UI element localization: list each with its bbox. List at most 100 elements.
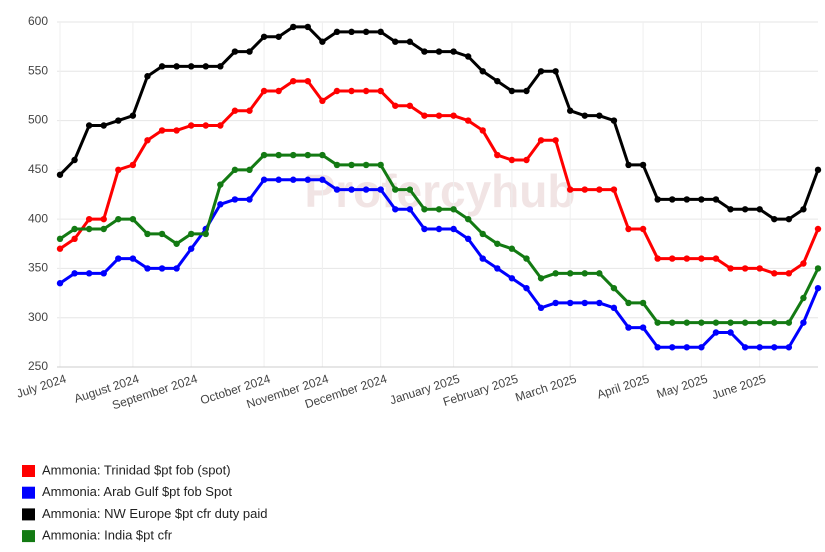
point [202,122,209,129]
point [275,151,282,159]
point [304,151,312,159]
point [406,186,414,193]
point [552,137,559,144]
point [581,270,588,277]
x-tick-label: May 2025 [655,371,710,401]
point [100,270,107,277]
point [435,206,443,213]
point [71,156,78,164]
point [333,186,341,193]
y-tick-label: 400 [28,211,48,225]
point [115,255,122,262]
point [508,87,516,95]
y-tick-label: 450 [28,162,48,176]
point [552,299,559,307]
point [217,63,224,70]
point [435,48,443,55]
point [246,166,253,174]
point [290,151,297,159]
point [741,319,749,326]
point [610,304,618,312]
point [158,265,166,272]
point [290,176,297,183]
point [537,68,545,75]
point [741,344,749,351]
point [523,284,530,292]
point [333,87,341,95]
point [450,48,457,55]
point [362,87,370,95]
point [144,73,151,80]
point [756,265,763,272]
point [377,161,384,169]
point [669,344,676,351]
point [654,196,661,203]
x-tick-label: March 2025 [514,371,579,404]
point [625,225,632,233]
point [450,225,457,233]
legend-label: Ammonia: Arab Gulf $pt fob Spot [42,484,232,499]
point [56,280,64,287]
point [71,225,78,233]
point [785,344,793,351]
point [785,319,793,326]
legend-label: Ammonia: Trinidad $pt fob (spot) [42,462,231,477]
point [129,215,137,223]
point [814,225,822,233]
point [217,201,224,208]
point [333,28,341,36]
point [508,156,516,164]
point [275,87,282,95]
legend: Ammonia: Trinidad $pt fob (spot) Ammonia:… [22,462,267,543]
point [464,53,472,60]
point [683,196,691,203]
point [479,127,486,134]
point [625,299,632,307]
point [814,284,822,292]
point [727,329,734,336]
point [494,151,501,159]
point [392,38,399,45]
point [71,235,78,243]
point [596,270,603,277]
point [406,206,414,213]
point [129,112,137,119]
point [727,206,734,213]
point [158,127,166,134]
point [187,63,195,70]
point [508,275,516,282]
point [669,319,676,326]
point [596,299,603,307]
point [260,176,268,183]
point [85,215,93,223]
point [217,122,224,129]
point [435,225,443,233]
point [596,186,603,193]
legend-swatch [22,465,35,477]
point [158,63,166,70]
point [144,265,151,272]
point [771,319,778,326]
point [100,122,107,129]
point [537,275,545,282]
point [348,186,355,193]
point [508,245,516,252]
point [523,156,530,164]
point [537,304,545,312]
point [596,112,603,119]
point [392,206,399,213]
point [362,186,370,193]
legend-label: Ammonia: India $pt cfr [42,528,173,543]
point [421,112,428,119]
point [173,240,180,247]
point [348,161,355,169]
point [464,235,472,243]
point [566,299,574,307]
point [683,255,691,262]
point [814,166,822,174]
point [566,107,574,114]
point [333,161,341,169]
point [362,28,370,36]
point [362,161,370,169]
legend-swatch [22,530,35,543]
